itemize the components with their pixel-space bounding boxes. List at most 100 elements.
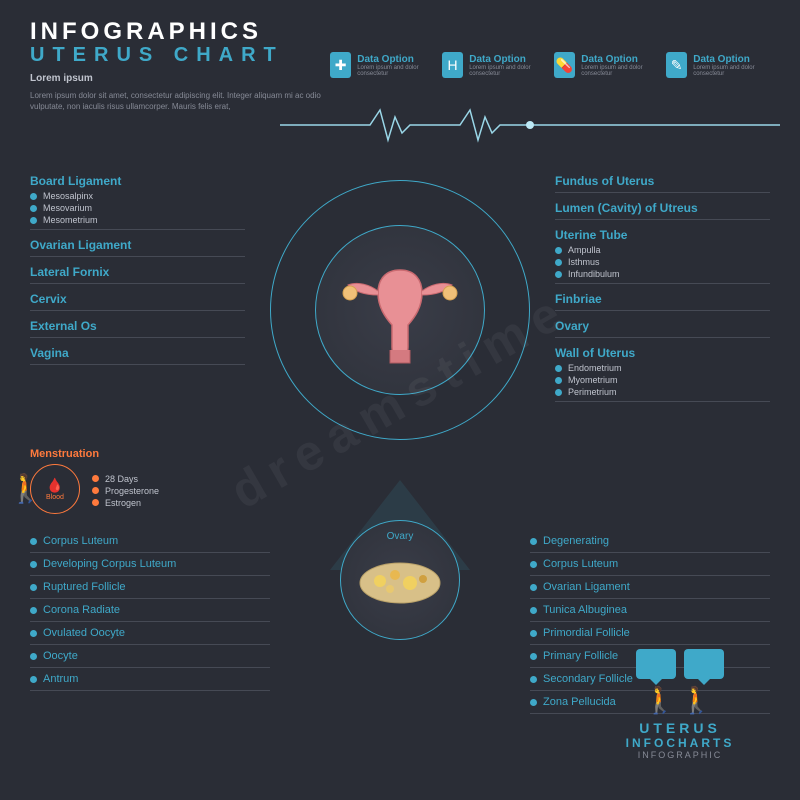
ovary-label: Ovary [387, 531, 414, 542]
anatomy-label: Vagina [30, 342, 245, 365]
anatomy-label: Finbriae [555, 288, 770, 311]
bullet-icon [530, 538, 537, 545]
anatomy-label: Lumen (Cavity) of Utreus [555, 197, 770, 220]
bullet-icon [530, 607, 537, 614]
data-option: ✚ Data Option Lorem ipsum and dolor cons… [330, 18, 434, 112]
lorem-title: Lorem ipsum [30, 73, 330, 84]
label-title: Board Ligament [30, 174, 245, 188]
label-title: External Os [30, 319, 245, 333]
ovary-label: Tunica Albuginea [530, 599, 770, 622]
bullet-icon [530, 676, 537, 683]
option-icon: ✚ [330, 52, 351, 78]
ovary-label: Ruptured Follicle [30, 576, 270, 599]
bullet-icon [555, 271, 562, 278]
option-title: Data Option [581, 54, 658, 65]
label-title: Ovarian Ligament [30, 238, 245, 252]
header: INFOGRAPHICS UTERUS CHART Lorem ipsum Lo… [0, 0, 800, 120]
option-sub: Lorem ipsum and dolor consectetur [357, 65, 434, 77]
bullet-icon [30, 205, 37, 212]
label-subitem: Infundibulum [555, 269, 770, 279]
ovary-label: Corpus Luteum [30, 530, 270, 553]
data-option: ✎ Data Option Lorem ipsum and dolor cons… [666, 18, 770, 112]
ovary-label: Corpus Luteum [530, 553, 770, 576]
label-subitem: Mesovarium [30, 203, 245, 213]
title-sub: UTERUS CHART [30, 44, 330, 67]
label-subitem: Endometrium [555, 363, 770, 373]
bullet-icon [555, 389, 562, 396]
option-icon: H [442, 52, 463, 78]
menstruation-item: 28 Days [92, 474, 159, 484]
blood-drop-icon: 🩸 [46, 477, 63, 494]
option-sub: Lorem ipsum and dolor consectetur [693, 65, 770, 77]
bullet-icon [92, 499, 99, 506]
option-icon: ✎ [666, 52, 687, 78]
label-title: Lateral Fornix [30, 265, 245, 279]
anatomy-label: Uterine Tube Ampulla Isthmus Infundibulum [555, 224, 770, 284]
option-sub: Lorem ipsum and dolor consectetur [581, 65, 658, 77]
speech-bubbles [590, 649, 770, 679]
data-options: ✚ Data Option Lorem ipsum and dolor cons… [330, 18, 770, 112]
menstruation-block: Menstruation 🚶 🩸 Blood 28 DaysProgestero… [30, 448, 245, 514]
bullet-icon [92, 487, 99, 494]
bullet-icon [555, 377, 562, 384]
people-icons: 🚶🚶 [590, 685, 770, 716]
anatomy-label: Wall of UterusEndometriumMyometriumPerim… [555, 342, 770, 402]
bullet-icon [530, 630, 537, 637]
footer-caption: INFOGRAPHIC [590, 750, 770, 760]
speech-bubble-icon [684, 649, 724, 679]
label-subitem: Isthmus [555, 257, 770, 267]
label-title: Vagina [30, 346, 245, 360]
footer-title: UTERUS [590, 720, 770, 736]
bullet-icon [30, 538, 37, 545]
ovary-label: Antrum [30, 668, 270, 691]
bullet-icon [555, 247, 562, 254]
anatomy-label: External Os [30, 315, 245, 338]
bullet-icon [30, 561, 37, 568]
ovary-label: Degenerating [530, 530, 770, 553]
ovary-label: Developing Corpus Luteum [30, 553, 270, 576]
title-main: INFOGRAPHICS [30, 18, 330, 46]
anatomy-label: Cervix [30, 288, 245, 311]
ovary-label: Oocyte [30, 645, 270, 668]
data-option: 💊 Data Option Lorem ipsum and dolor cons… [554, 18, 658, 112]
menstruation-item: Estrogen [92, 498, 159, 508]
title-block: INFOGRAPHICS UTERUS CHART Lorem ipsum Lo… [30, 18, 330, 112]
bullet-icon [30, 653, 37, 660]
label-subitem: Ampulla [555, 245, 770, 255]
option-sub: Lorem ipsum and dolor consectetur [469, 65, 546, 77]
ovary-icon [355, 553, 445, 608]
anatomy-label: Ovary [555, 315, 770, 338]
bullet-icon [30, 217, 37, 224]
option-title: Data Option [693, 54, 770, 65]
label-subitem: Perimetrium [555, 387, 770, 397]
bullet-icon [30, 607, 37, 614]
anatomy-label: Ovarian Ligament [30, 234, 245, 257]
bullet-icon [555, 259, 562, 266]
ovary-label: Primordial Follicle [530, 622, 770, 645]
label-title: Uterine Tube [555, 228, 770, 242]
blood-circle: 🩸 Blood [30, 464, 80, 514]
option-icon: 💊 [554, 52, 575, 78]
bullet-icon [530, 561, 537, 568]
label-title: Fundus of Uterus [555, 174, 770, 188]
label-title: Finbriae [555, 292, 770, 306]
left-labels: Board LigamentMesosalpinxMesovariumMesom… [30, 170, 245, 402]
bullet-icon [30, 630, 37, 637]
ovary-label: Corona Radiate [30, 599, 270, 622]
label-title: Ovary [555, 319, 770, 333]
menstruation-item: Progesterone [92, 486, 159, 496]
ovary-label: Ovarian Ligament [530, 576, 770, 599]
bullet-icon [555, 365, 562, 372]
label-title: Cervix [30, 292, 245, 306]
label-title: Wall of Uterus [555, 346, 770, 360]
ovary-left-labels: Corpus LuteumDeveloping Corpus LuteumRup… [30, 530, 270, 714]
bullet-icon [92, 475, 99, 482]
data-option: H Data Option Lorem ipsum and dolor cons… [442, 18, 546, 112]
menstruation-title: Menstruation [30, 448, 245, 460]
bullet-icon [530, 584, 537, 591]
bullet-icon [30, 584, 37, 591]
ovary-label: Ovulated Oocyte [30, 622, 270, 645]
anatomy-label: Lateral Fornix [30, 261, 245, 284]
ovary-diagram: Ovary [320, 530, 480, 640]
speech-bubble-icon [636, 649, 676, 679]
